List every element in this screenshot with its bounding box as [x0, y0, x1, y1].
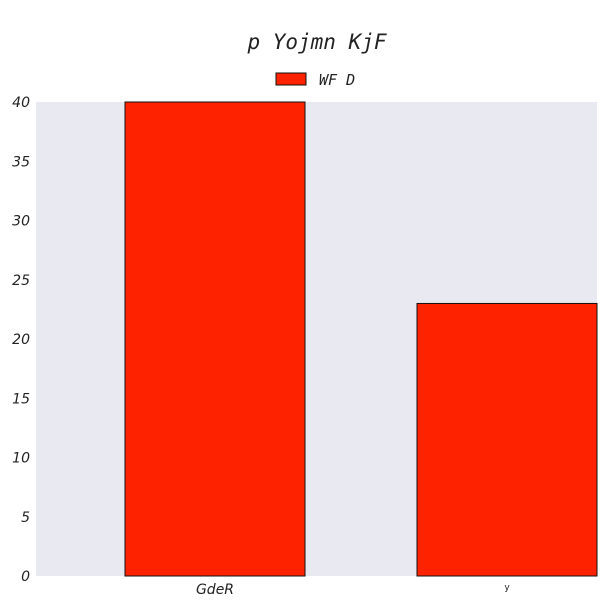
y-tick-label: 40	[12, 95, 30, 111]
y-tick-label: 30	[12, 214, 30, 230]
y-tick-label: 20	[12, 332, 30, 348]
y-tick-label: 35	[12, 154, 30, 170]
chart-title: p Yojmn KjF	[246, 30, 386, 54]
x-tick-label: y	[504, 583, 510, 593]
y-tick-label: 10	[12, 451, 30, 467]
bar-GdeR	[124, 101, 306, 577]
legend-swatch	[275, 72, 307, 86]
y-tick-label: 25	[12, 273, 30, 289]
x-tick-label: GdeR	[196, 582, 234, 598]
y-tick-label: 0	[21, 569, 30, 585]
bar-y	[416, 302, 598, 577]
y-tick-label: 15	[12, 391, 30, 407]
legend-label: WF D	[319, 71, 355, 89]
legend: WF D	[275, 71, 355, 89]
y-tick-label: 5	[21, 510, 30, 526]
